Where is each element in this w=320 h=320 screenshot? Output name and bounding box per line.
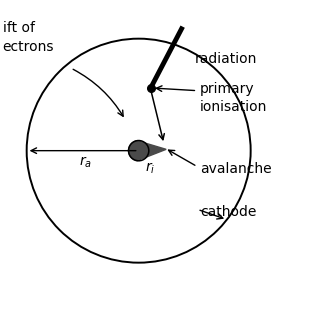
Text: radiation: radiation [195,52,257,66]
Text: ift of: ift of [3,21,35,35]
Polygon shape [129,141,166,161]
Text: ionisation: ionisation [200,100,268,114]
Text: $r_i$: $r_i$ [146,160,156,176]
Text: primary: primary [200,82,255,96]
Text: avalanche: avalanche [200,162,272,176]
Text: $r_a$: $r_a$ [79,155,92,170]
Text: cathode: cathode [200,205,256,219]
Text: ectrons: ectrons [3,40,54,54]
